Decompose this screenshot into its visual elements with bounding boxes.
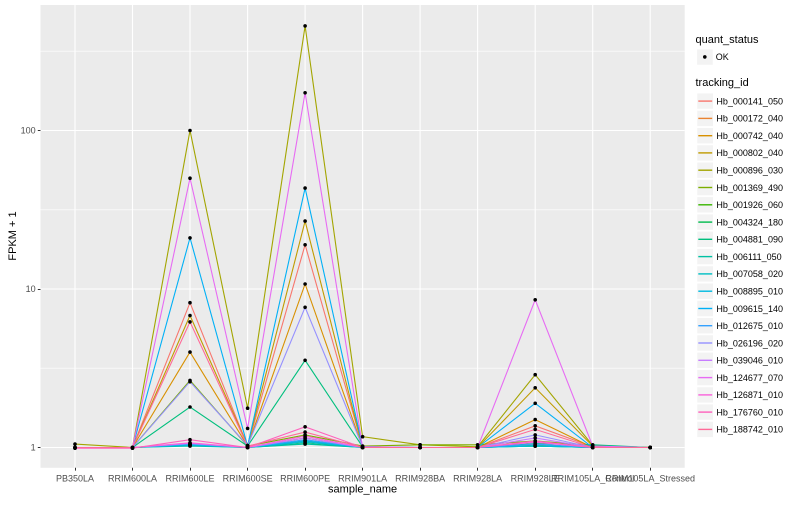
svg-text:Hb_004881_090: Hb_004881_090 — [716, 235, 783, 245]
svg-text:FPKM + 1: FPKM + 1 — [7, 211, 19, 260]
svg-text:Hb_000141_050: Hb_000141_050 — [716, 96, 783, 106]
svg-text:Hb_039046_010: Hb_039046_010 — [716, 356, 783, 366]
svg-text:RRIM600LA: RRIM600LA — [108, 474, 157, 484]
svg-text:Hb_004324_180: Hb_004324_180 — [716, 217, 783, 227]
svg-text:Hb_124677_070: Hb_124677_070 — [716, 373, 783, 383]
svg-text:Hb_126871_010: Hb_126871_010 — [716, 390, 783, 400]
svg-text:RRIM105LA_Control: RRIM105LA_Control — [551, 474, 634, 484]
svg-text:Hb_008895_010: Hb_008895_010 — [716, 287, 783, 297]
svg-text:1: 1 — [31, 443, 36, 453]
svg-text:Hb_000742_040: Hb_000742_040 — [716, 131, 783, 141]
svg-text:Hb_006111_050: Hb_006111_050 — [716, 252, 781, 262]
svg-text:Hb_012675_010: Hb_012675_010 — [716, 321, 783, 331]
svg-text:Hb_026196_020: Hb_026196_020 — [716, 338, 783, 348]
svg-text:RRIM928BA: RRIM928BA — [395, 474, 445, 484]
svg-text:RRIM600LE: RRIM600LE — [165, 474, 214, 484]
svg-text:Hb_000802_040: Hb_000802_040 — [716, 148, 783, 158]
svg-text:RRIM928LA: RRIM928LA — [453, 474, 502, 484]
svg-text:100: 100 — [21, 126, 36, 136]
svg-text:RRIM600SE: RRIM600SE — [223, 474, 273, 484]
svg-text:RRIM928LE: RRIM928LE — [511, 474, 560, 484]
svg-text:Hb_009615_140: Hb_009615_140 — [716, 304, 783, 314]
svg-text:10: 10 — [26, 284, 36, 294]
svg-text:sample_name: sample_name — [328, 484, 397, 496]
svg-text:tracking_id: tracking_id — [696, 77, 749, 89]
svg-text:Hb_007058_020: Hb_007058_020 — [716, 269, 783, 279]
svg-text:Hb_001369_490: Hb_001369_490 — [716, 183, 783, 193]
svg-text:Hb_188742_010: Hb_188742_010 — [716, 425, 783, 435]
svg-text:PB350LA: PB350LA — [56, 474, 94, 484]
svg-text:RRIM600PE: RRIM600PE — [280, 474, 330, 484]
svg-text:RRIM105LA_Stressed: RRIM105LA_Stressed — [605, 474, 695, 484]
svg-text:quant_status: quant_status — [696, 34, 759, 46]
svg-text:RRIM901LA: RRIM901LA — [338, 474, 387, 484]
svg-text:Hb_176760_010: Hb_176760_010 — [716, 407, 783, 417]
svg-text:Hb_001926_060: Hb_001926_060 — [716, 200, 783, 210]
svg-text:Hb_000896_030: Hb_000896_030 — [716, 166, 783, 176]
svg-text:Hb_000172_040: Hb_000172_040 — [716, 114, 783, 124]
svg-text:OK: OK — [716, 52, 729, 62]
